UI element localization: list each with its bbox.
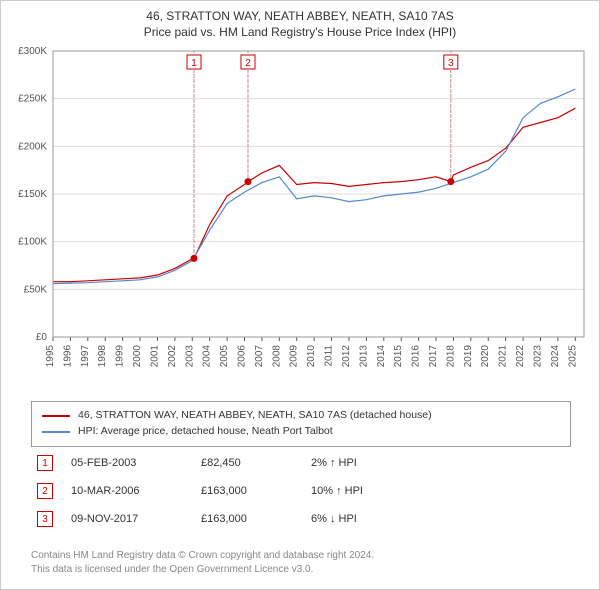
- x-tick-label: 2021: [498, 345, 509, 368]
- x-tick-label: 2024: [550, 345, 561, 368]
- x-tick-label: 2019: [463, 345, 474, 368]
- x-tick-label: 2005: [219, 345, 230, 368]
- title-block: 46, STRATTON WAY, NEATH ABBEY, NEATH, SA…: [1, 1, 599, 43]
- footer-note: Contains HM Land Registry data © Crown c…: [31, 549, 571, 576]
- sale-dot-3: [447, 178, 454, 185]
- x-tick-label: 2012: [341, 345, 352, 368]
- sale-hpi: 10% ↑ HPI: [311, 485, 431, 497]
- sale-marker-num-3: 3: [448, 58, 454, 69]
- y-tick-label: £300K: [18, 46, 47, 57]
- y-tick-label: £100K: [18, 237, 47, 248]
- chart-svg: £0£50K£100K£150K£200K£250K£300K199519961…: [51, 49, 586, 379]
- x-tick-label: 1996: [62, 345, 73, 368]
- x-tick-label: 2011: [324, 345, 335, 367]
- sale-marker-2: 2: [37, 483, 53, 499]
- legend-label-hpi: HPI: Average price, detached house, Neat…: [78, 424, 333, 440]
- x-tick-label: 2010: [306, 345, 317, 368]
- x-tick-label: 2017: [428, 345, 439, 368]
- x-tick-label: 2022: [515, 345, 526, 368]
- legend-row: HPI: Average price, detached house, Neat…: [42, 424, 560, 440]
- x-tick-label: 2023: [532, 345, 543, 368]
- sale-dot-1: [191, 255, 198, 262]
- sale-price: £163,000: [201, 513, 311, 525]
- sales-row: 1 05-FEB-2003 £82,450 2% ↑ HPI: [31, 449, 571, 477]
- legend-swatch-property: [42, 415, 70, 417]
- title-subtitle: Price paid vs. HM Land Registry's House …: [1, 25, 599, 39]
- x-tick-label: 2025: [567, 345, 578, 368]
- sales-row: 2 10-MAR-2006 £163,000 10% ↑ HPI: [31, 477, 571, 505]
- sale-marker-num-2: 2: [245, 58, 251, 69]
- y-tick-label: £50K: [24, 284, 48, 295]
- x-tick-label: 2000: [132, 345, 143, 368]
- legend-label-property: 46, STRATTON WAY, NEATH ABBEY, NEATH, SA…: [78, 408, 432, 424]
- x-tick-label: 2014: [376, 345, 387, 368]
- y-tick-label: £200K: [18, 141, 47, 152]
- chart-container: 46, STRATTON WAY, NEATH ABBEY, NEATH, SA…: [0, 0, 600, 590]
- x-tick-label: 2006: [237, 345, 248, 368]
- x-tick-label: 1999: [115, 345, 126, 368]
- x-tick-label: 2007: [254, 345, 265, 368]
- footer-line1: Contains HM Land Registry data © Crown c…: [31, 549, 571, 563]
- x-tick-label: 1997: [80, 345, 91, 368]
- x-tick-label: 2016: [411, 345, 422, 368]
- sale-date: 09-NOV-2017: [71, 513, 201, 525]
- sale-marker-num-1: 1: [191, 58, 197, 69]
- sales-table: 1 05-FEB-2003 £82,450 2% ↑ HPI 2 10-MAR-…: [31, 449, 571, 533]
- sale-hpi: 2% ↑ HPI: [311, 457, 431, 469]
- x-tick-label: 2013: [358, 345, 369, 368]
- sale-marker-3: 3: [37, 511, 53, 527]
- x-tick-label: 2003: [184, 345, 195, 368]
- x-tick-label: 2008: [271, 345, 282, 368]
- sale-dot-2: [244, 178, 251, 185]
- sale-hpi: 6% ↓ HPI: [311, 513, 431, 525]
- sale-price: £82,450: [201, 457, 311, 469]
- x-tick-label: 1998: [97, 345, 108, 368]
- x-tick-label: 1995: [45, 345, 56, 368]
- y-tick-label: £0: [36, 332, 48, 343]
- legend-row: 46, STRATTON WAY, NEATH ABBEY, NEATH, SA…: [42, 408, 560, 424]
- x-tick-label: 2001: [149, 345, 160, 368]
- sale-date: 10-MAR-2006: [71, 485, 201, 497]
- legend-swatch-hpi: [42, 431, 70, 433]
- chart-area: £0£50K£100K£150K£200K£250K£300K199519961…: [51, 49, 586, 379]
- y-tick-label: £150K: [18, 189, 47, 200]
- x-tick-label: 2002: [167, 345, 178, 368]
- x-tick-label: 2015: [393, 345, 404, 368]
- y-tick-label: £250K: [18, 94, 47, 105]
- sale-date: 05-FEB-2003: [71, 457, 201, 469]
- x-tick-label: 2020: [480, 345, 491, 368]
- sale-marker-1: 1: [37, 455, 53, 471]
- x-tick-label: 2004: [202, 345, 213, 368]
- footer-line2: This data is licensed under the Open Gov…: [31, 563, 571, 577]
- legend-box: 46, STRATTON WAY, NEATH ABBEY, NEATH, SA…: [31, 401, 571, 447]
- sale-price: £163,000: [201, 485, 311, 497]
- sales-row: 3 09-NOV-2017 £163,000 6% ↓ HPI: [31, 505, 571, 533]
- title-address: 46, STRATTON WAY, NEATH ABBEY, NEATH, SA…: [1, 9, 599, 23]
- x-tick-label: 2009: [289, 345, 300, 368]
- x-tick-label: 2018: [445, 345, 456, 368]
